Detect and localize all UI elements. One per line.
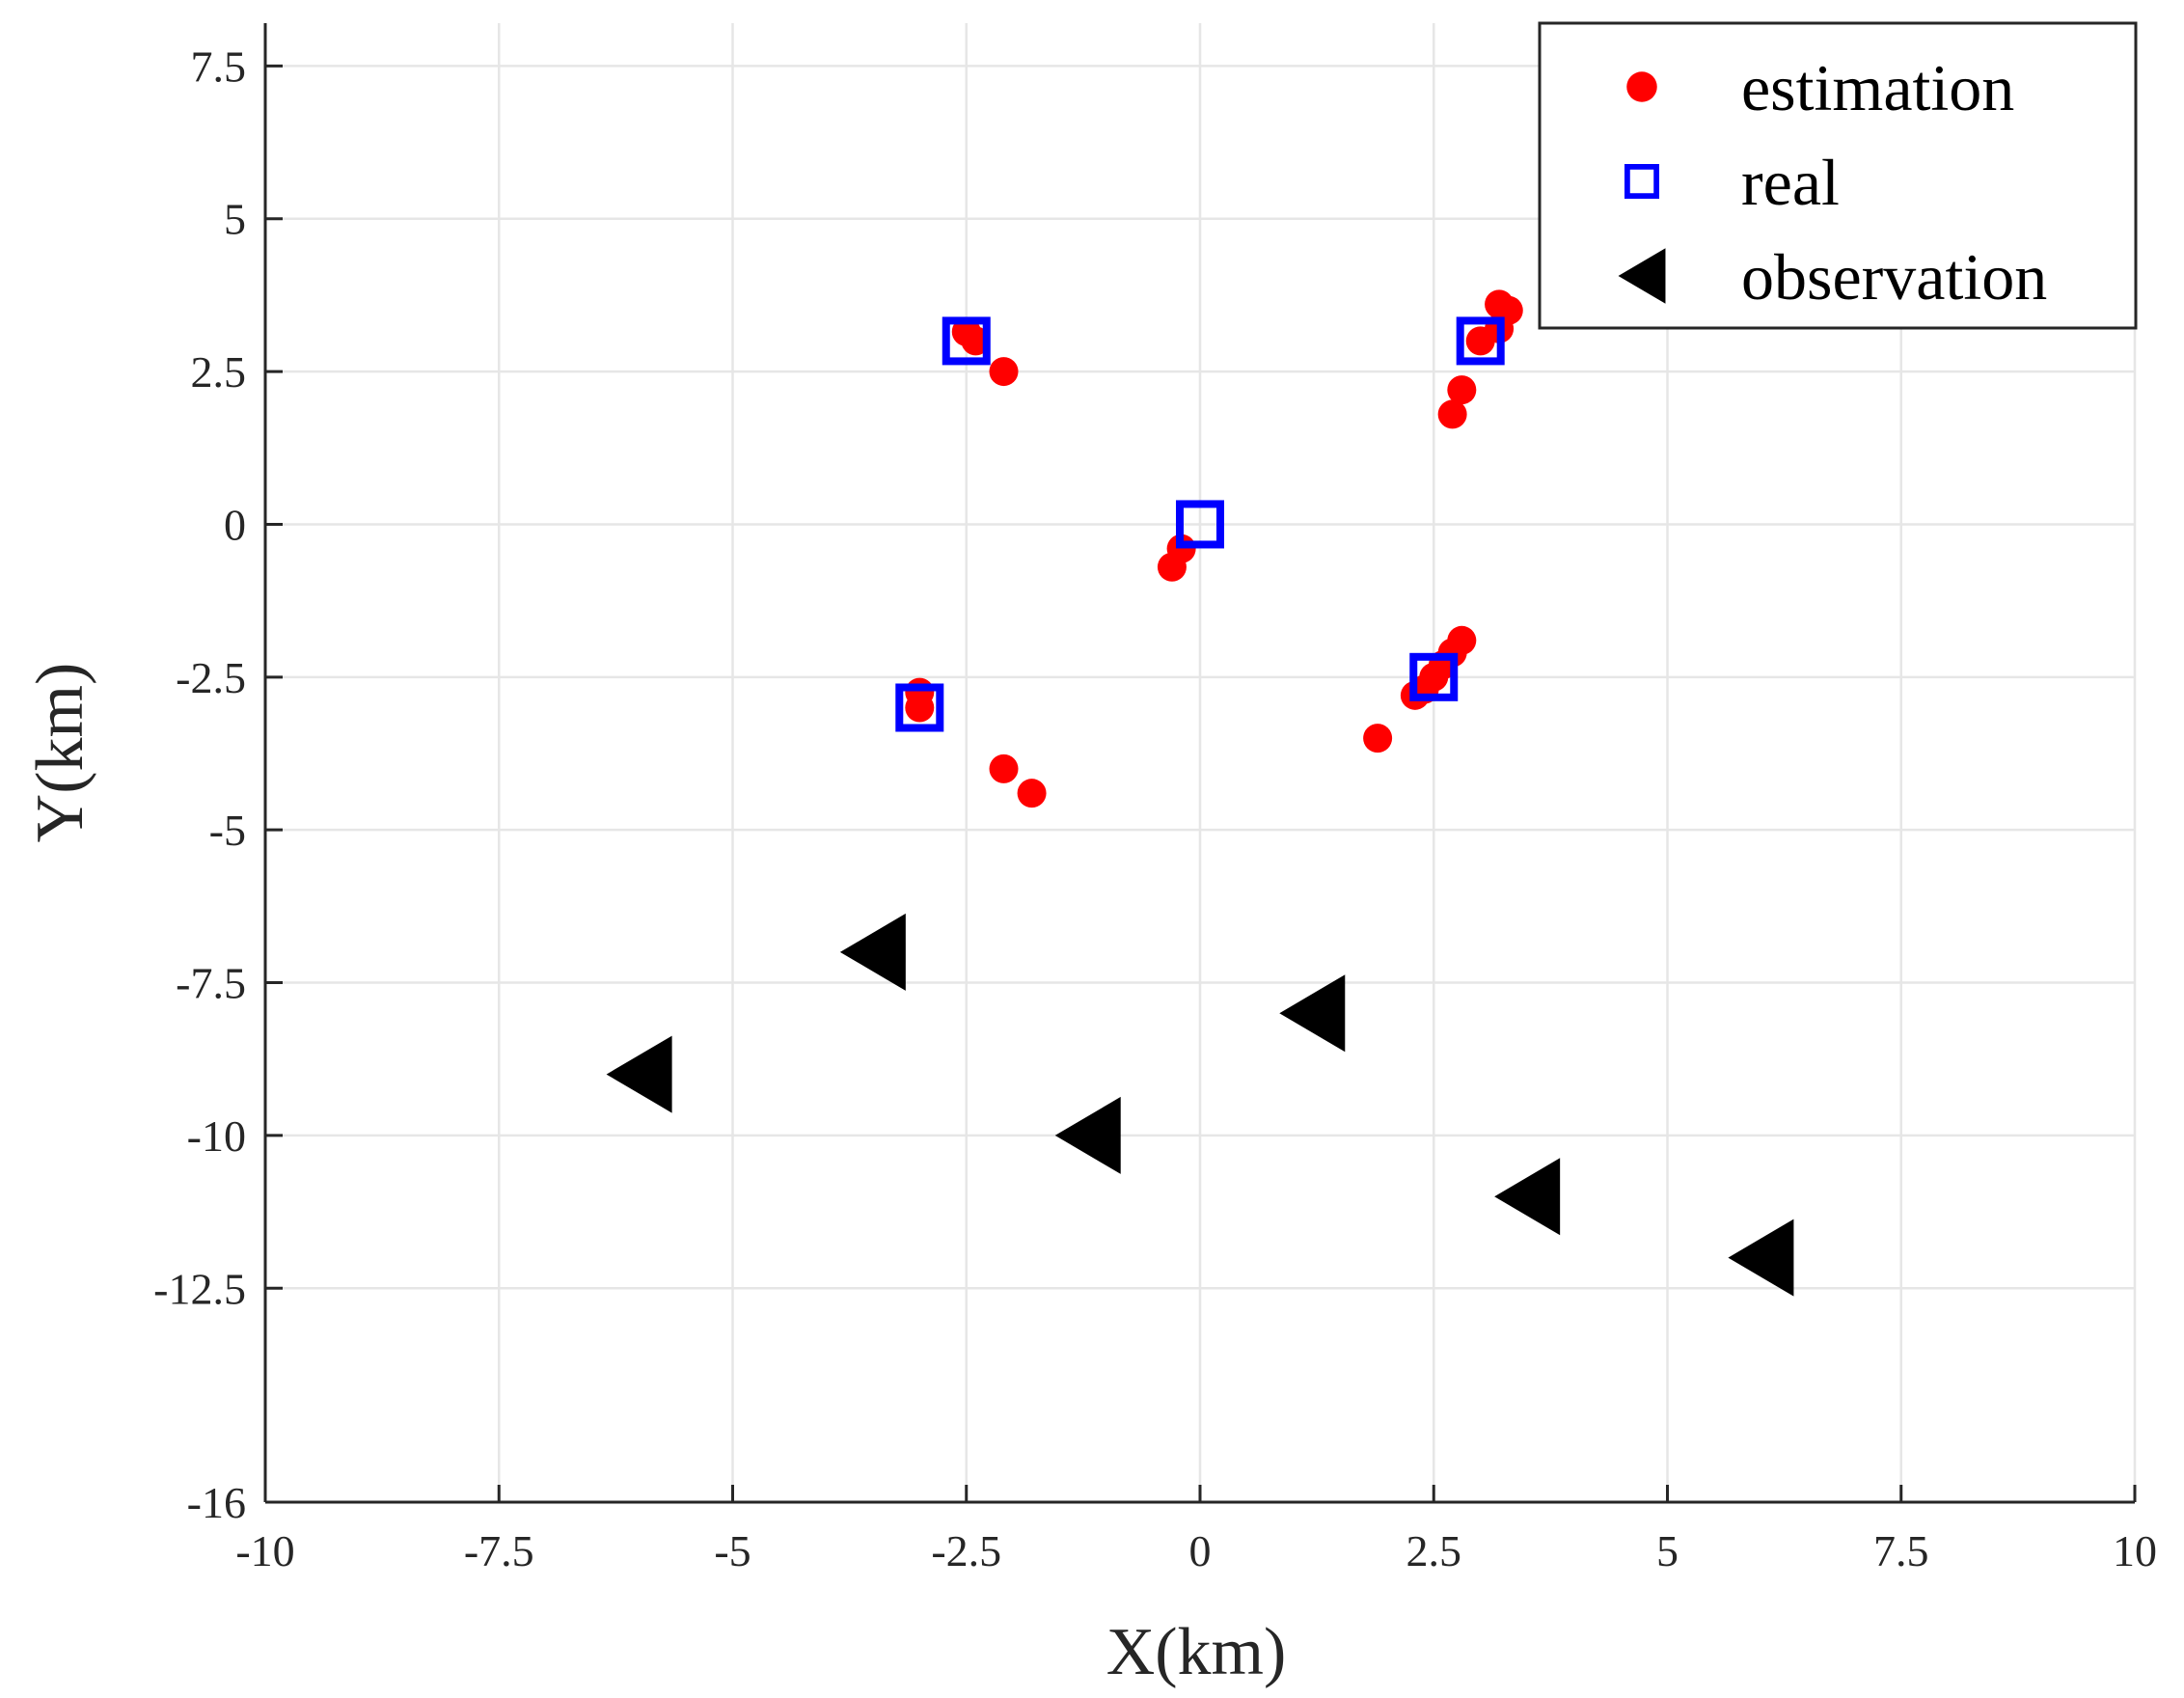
legend-marker-estimation [1626, 71, 1657, 102]
real-point [895, 683, 944, 732]
y-tick-label: -12.5 [153, 1264, 246, 1313]
y-tick-label: 0 [224, 500, 246, 549]
y-tick-label: -16 [187, 1478, 246, 1527]
observation-point [1728, 1219, 1794, 1297]
observation-point [1054, 1096, 1121, 1174]
real-point [942, 316, 991, 366]
x-axis-title: X(km) [1106, 1615, 1287, 1689]
x-tick-label: -7.5 [464, 1526, 534, 1575]
x-tick-label: -5 [714, 1526, 751, 1575]
observation-point [606, 1035, 672, 1113]
legend-label-real: real [1741, 146, 1840, 219]
y-tick-label: -2.5 [176, 653, 246, 702]
data-marks [606, 289, 1794, 1297]
estimation-point [1437, 399, 1467, 429]
axes [263, 23, 2137, 1504]
observation-point [1494, 1158, 1561, 1236]
legend-marker-observation [1618, 248, 1666, 304]
estimation-point [1465, 326, 1495, 356]
real-point [1456, 316, 1505, 366]
x-tick-label: -2.5 [931, 1526, 1001, 1575]
y-tick-label: -5 [209, 806, 246, 855]
x-tick-label: 10 [2113, 1526, 2157, 1575]
legend: estimation real observation [1538, 21, 2138, 330]
x-tick-label: 7.5 [1873, 1526, 1929, 1575]
legend-label-estimation: estimation [1741, 51, 2014, 124]
estimation-point [905, 693, 935, 723]
y-tick-label: -7.5 [176, 959, 246, 1008]
legend-marker-real [1624, 164, 1660, 200]
real-point [1176, 500, 1224, 549]
y-tick-label: 2.5 [191, 347, 247, 397]
estimation-point [989, 357, 1019, 387]
observation-point [1279, 974, 1346, 1053]
y-tick-label: 7.5 [191, 41, 247, 91]
estimation-point [1017, 779, 1047, 808]
tick-labels: -10 -7.5 -5 -2.5 0 2.5 5 7.5 10 7.5 5 2.5 0 -2.5 -5 -7.… [153, 41, 2157, 1575]
estimation-point [989, 753, 1019, 783]
x-tick-label: 0 [1189, 1526, 1212, 1575]
x-tick-label: 5 [1656, 1526, 1679, 1575]
y-tick-label: 5 [224, 195, 246, 244]
estimation-point [1363, 724, 1393, 753]
real-point [1409, 652, 1459, 701]
x-tick-label: -10 [235, 1526, 294, 1575]
observation-point [839, 913, 906, 991]
x-tick-label: 2.5 [1406, 1526, 1462, 1575]
y-tick-label: -10 [187, 1111, 246, 1161]
estimation-point [1447, 375, 1477, 405]
legend-label-observation: observation [1741, 240, 2047, 314]
y-axis-title: Y(km) [23, 663, 97, 843]
